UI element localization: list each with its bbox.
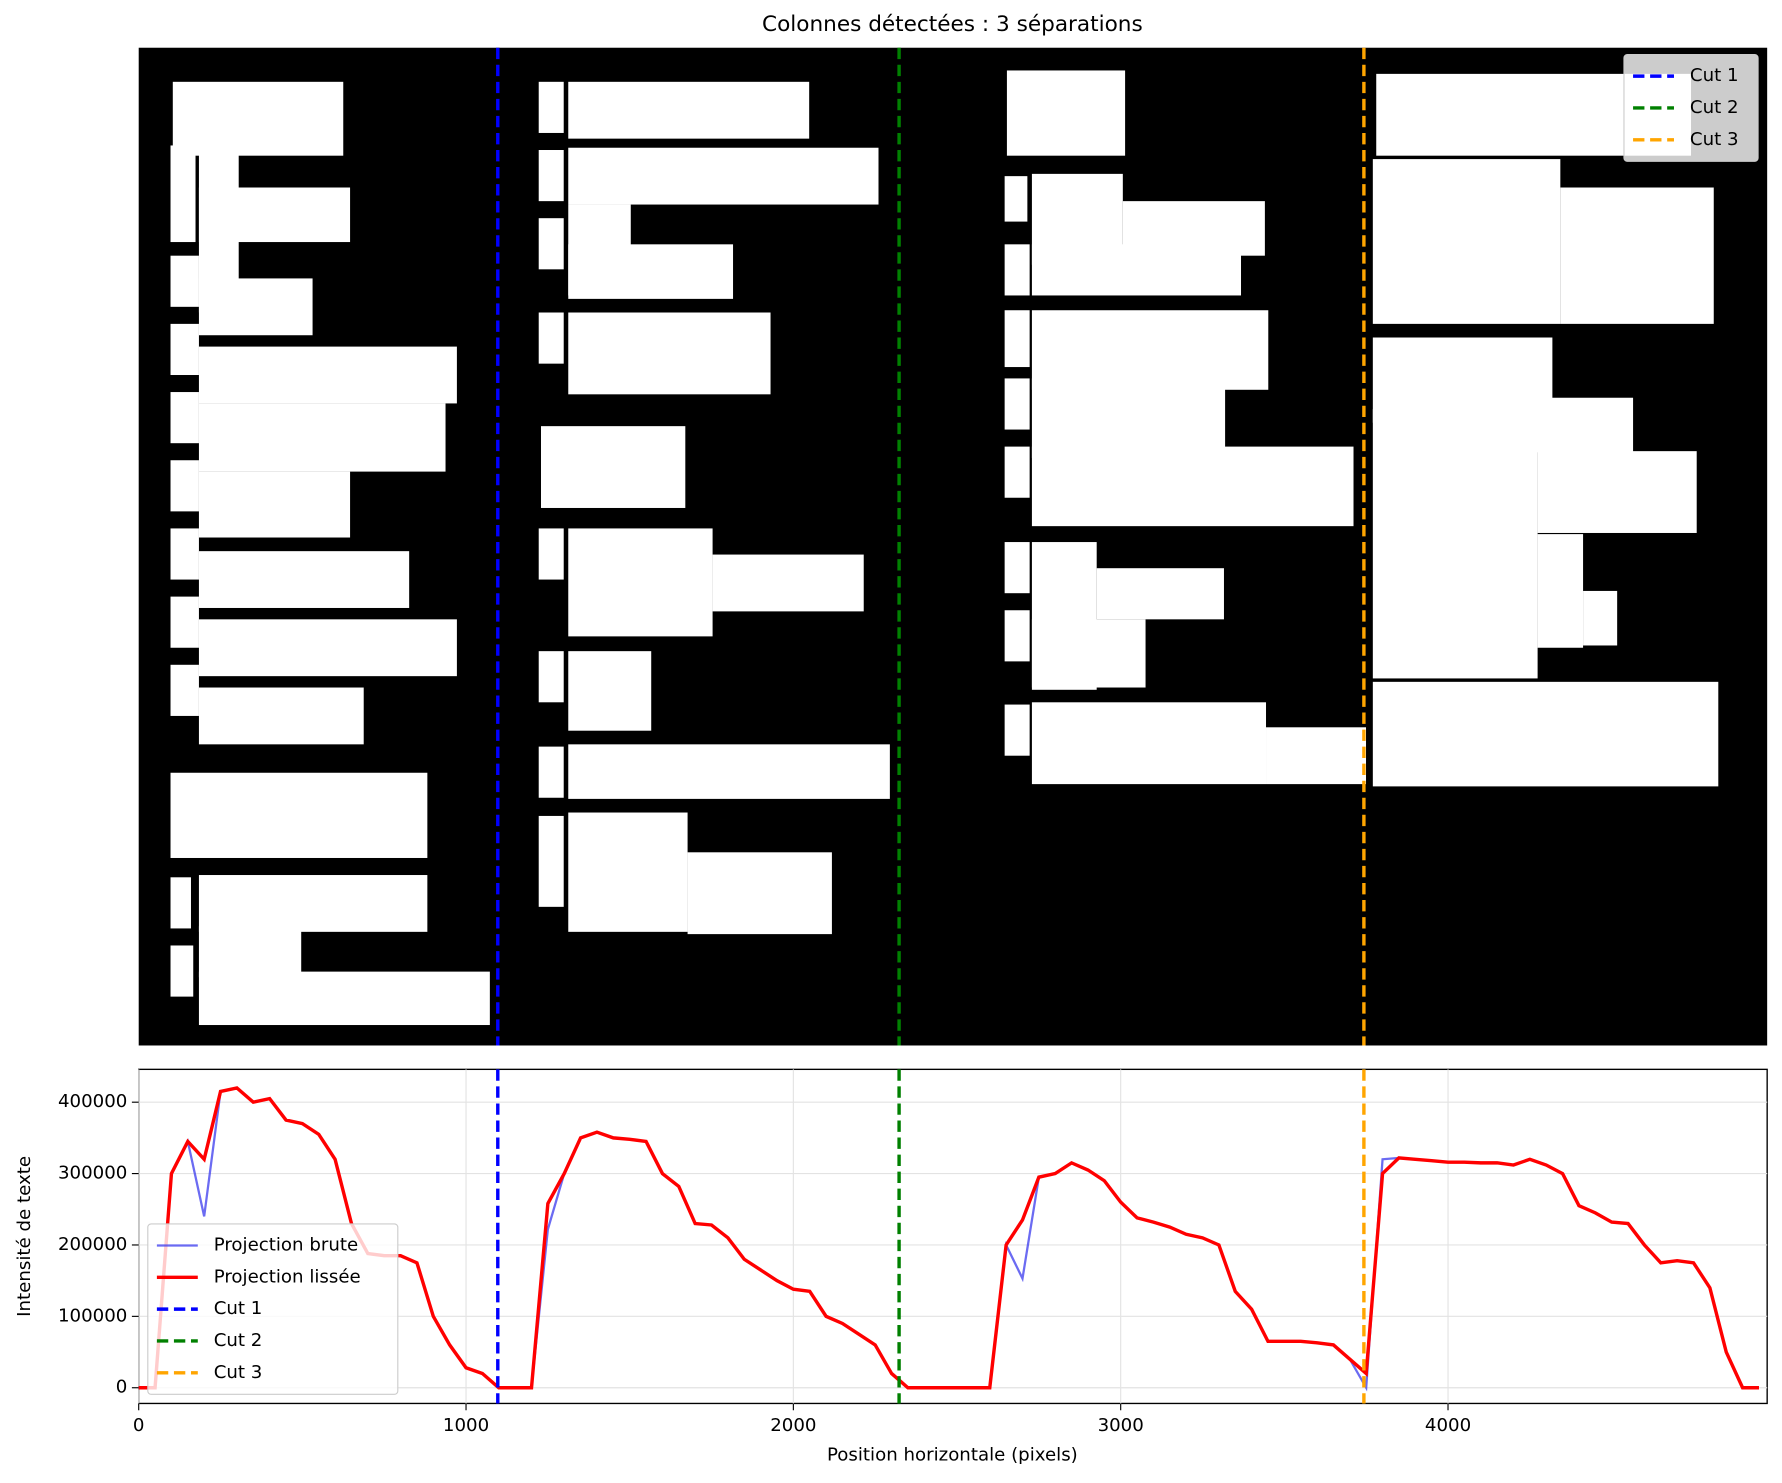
image-title: Colonnes détectées : 3 séparations [762,12,1143,37]
legend-label: Cut 2 [1690,97,1739,118]
x-tick-label: 1000 [443,1415,489,1436]
y-tick-label: 200000 [58,1234,127,1255]
projection-line [138,1086,1759,1390]
x-tick-label: 0 [133,1415,145,1436]
legend-label: Projection brute [214,1234,358,1255]
legend-label: Cut 1 [214,1298,263,1319]
x-tick-label: 4000 [1425,1415,1471,1436]
y-tick-label: 100000 [58,1305,127,1326]
legend-label: Cut 3 [1690,129,1739,150]
legend-box [147,1223,399,1395]
legend-label: Cut 1 [1690,65,1739,86]
y-tick-label: 400000 [58,1091,127,1112]
legend-label: Projection lissée [214,1266,361,1287]
legend-label: Cut 3 [214,1362,263,1383]
y-tick-label: 300000 [58,1163,127,1184]
x-axis-label: Position horizontale (pixels) [827,1445,1078,1466]
x-tick-label: 3000 [1098,1415,1144,1436]
legend-box [1623,53,1759,162]
y-tick-label: 0 [116,1377,128,1398]
x-tick-label: 2000 [770,1415,816,1436]
y-axis-label: Intensité de texte [14,1156,35,1317]
legend-label: Cut 2 [214,1330,263,1351]
text-blocks [170,70,1719,1026]
